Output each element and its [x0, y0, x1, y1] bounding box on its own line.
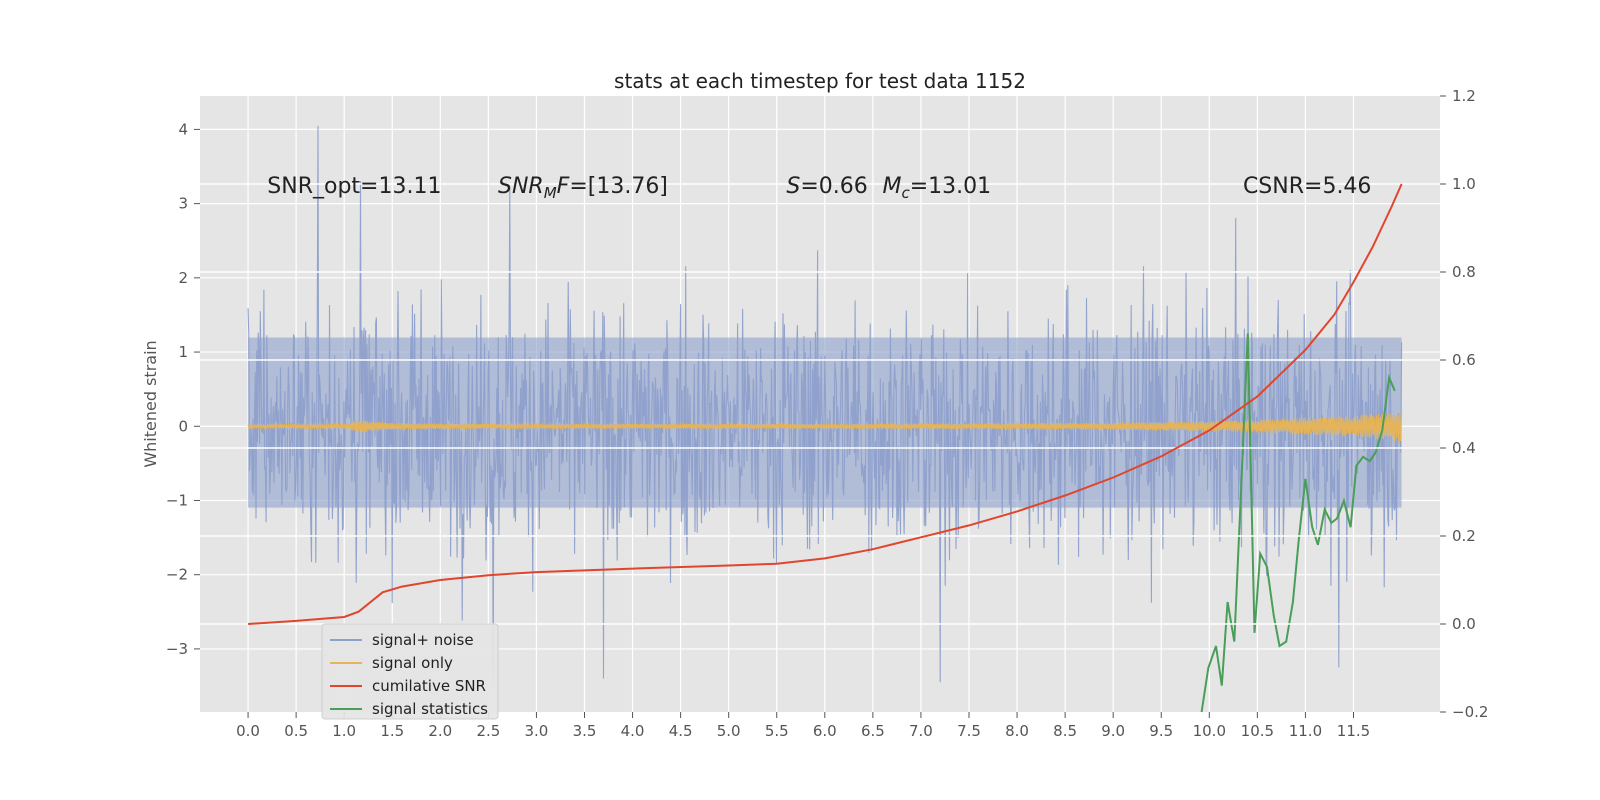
x-tick-label: 9.0	[1101, 722, 1125, 740]
legend-label: signal only	[372, 654, 453, 672]
x-tick-label: 8.5	[1053, 722, 1077, 740]
y2-tick-label: −0.2	[1452, 703, 1488, 721]
y2-tick-label: 0.4	[1452, 439, 1476, 457]
x-tick-label: 7.5	[957, 722, 981, 740]
y-tick-label: −3	[166, 640, 188, 658]
x-tick-label: 7.0	[909, 722, 933, 740]
series-signal-statistics	[1200, 333, 1396, 713]
x-tick-label: 5.0	[717, 722, 741, 740]
y2-tick-label: 0.6	[1452, 351, 1476, 369]
series-layer	[247, 125, 1403, 713]
y2-tick-label: 0.8	[1452, 263, 1476, 281]
legend-box	[321, 623, 499, 720]
x-tick-label: 4.0	[621, 722, 645, 740]
x-tick-label: 10.5	[1241, 722, 1274, 740]
y-tick-label: −1	[166, 491, 188, 509]
x-tick-label: 0.5	[284, 722, 308, 740]
x-tick-label: 3.0	[525, 722, 549, 740]
x-tick-label: 11.5	[1337, 722, 1370, 740]
x-tick-label: 4.5	[669, 722, 693, 740]
x-tick-label: 6.0	[813, 722, 837, 740]
x-tick-label: 2.5	[476, 722, 500, 740]
y-axis-label: Whitened strain	[141, 340, 160, 467]
x-tick-label: 1.5	[380, 722, 404, 740]
legend-label: signal statistics	[372, 700, 488, 718]
y-tick-label: 2	[178, 269, 188, 287]
y-tick-label: 1	[178, 343, 188, 361]
x-tick-label: 5.5	[765, 722, 789, 740]
y2-tick-label: 1.0	[1452, 175, 1476, 193]
annotation-label: SNRMF=[13.76]	[498, 174, 668, 202]
y2-tick-label: 1.2	[1452, 87, 1476, 105]
annotation-label: S=0.66	[786, 174, 867, 199]
y2-tick-label: 0.2	[1452, 527, 1476, 545]
legend: signal+ noise signal only cumilative SNR si…	[321, 623, 499, 720]
x-tick-label: 9.5	[1149, 722, 1173, 740]
x-tick-label: 0.0	[236, 722, 260, 740]
y-tick-label: 0	[178, 417, 188, 435]
annotation-label: CSNR=5.46	[1243, 174, 1372, 199]
x-tick-label: 3.5	[573, 722, 597, 740]
axes: 0.0 0.5 1.0 1.5 2.0 2.5 3.0 3.5 4.0 4.5 5.0 5.5 6.0 6…	[166, 87, 1489, 740]
x-tick-label: 6.5	[861, 722, 885, 740]
chart-title: stats at each timestep for test data 115…	[614, 69, 1026, 93]
annotation-label: SNR_opt=13.11	[267, 174, 441, 199]
annotation-label: Mc=13.01	[882, 174, 991, 202]
x-tick-label: 10.0	[1193, 722, 1226, 740]
x-tick-label: 8.0	[1005, 722, 1029, 740]
y-tick-label: 4	[178, 120, 188, 138]
x-tick-label: 11.0	[1289, 722, 1322, 740]
series-signal-only	[247, 411, 1403, 443]
x-tick-label: 2.0	[428, 722, 452, 740]
red-layer	[248, 183, 1403, 625]
y-tick-label: −2	[166, 566, 188, 584]
annotations: SNR_opt=13.11 SNRMF=[13.76] S=0.66 Mc=13.01…	[267, 174, 1371, 202]
legend-label: cumilative SNR	[372, 677, 486, 695]
legend-label: signal+ noise	[372, 631, 474, 649]
y-tick-label: 3	[178, 195, 188, 213]
x-tick-label: 1.0	[332, 722, 356, 740]
y2-tick-label: 0.0	[1452, 615, 1476, 633]
series-cumilative-snr	[248, 183, 1403, 625]
